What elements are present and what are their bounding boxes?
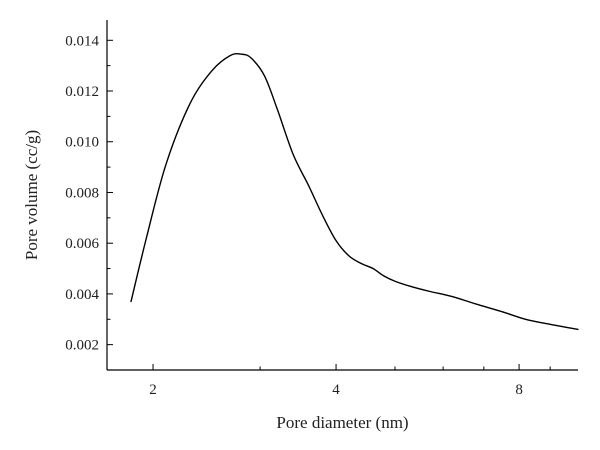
x-tick-label: 2 (149, 382, 157, 398)
y-tick-label: 0.014 (65, 33, 99, 49)
x-tick-label: 4 (332, 382, 340, 398)
ticks: 0.002 0.004 0.006 0.008 0.010 0.012 0.014 2 4 8 (65, 33, 551, 398)
y-tick-label: 0.010 (65, 135, 99, 151)
series-group (130, 52, 579, 331)
y-tick-label: 0.006 (65, 236, 99, 252)
y-tick-label: 0.004 (65, 287, 99, 303)
x-axis-title: Pore diameter (nm) (276, 413, 408, 432)
y-tick-label: 0.012 (65, 84, 99, 100)
y-tick-label: 0.008 (65, 185, 99, 201)
y-tick-label: 0.002 (65, 338, 99, 354)
pore-volume-series-line (130, 52, 579, 331)
y-axis-title: Pore volume (cc/g) (22, 130, 41, 260)
axes (106, 20, 578, 371)
x-tick-label: 8 (515, 382, 523, 398)
